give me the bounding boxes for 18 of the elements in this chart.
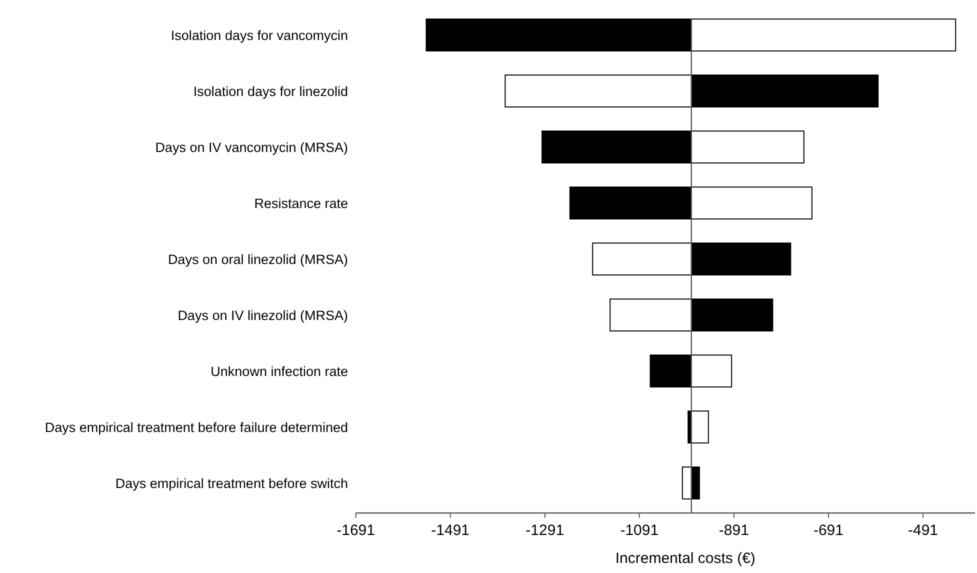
y-tick-label: Days empirical treatment before failure determined [44,420,348,435]
x-tick-label: -1691 [336,522,375,539]
y-tick-label: Unknown infection rate [210,364,348,379]
y-tick-label: Days on oral linezolid (MRSA) [168,252,348,267]
y-tick-label: Resistance rate [254,196,348,211]
y-tick-label: Days empirical treatment before switch [115,476,348,491]
y-tick-label: Isolation days for vancomycin [170,28,348,43]
x-tick-label: -1491 [431,522,470,539]
x-tick-label: -491 [908,522,938,539]
x-axis-title: Incremental costs (€) [615,550,756,567]
bar [690,410,709,444]
x-tick-label: -691 [813,522,844,539]
y-tick-label: Isolation days for linezolid [193,84,348,99]
x-tick-label: -1291 [526,522,564,539]
y-tick-label: Days on IV linezolid (MRSA) [178,308,348,323]
x-tick-label: -891 [718,522,749,539]
y-tick-label: Days on IV vancomycin (MRSA) [155,140,348,155]
x-tick-label: -1091 [620,522,659,539]
